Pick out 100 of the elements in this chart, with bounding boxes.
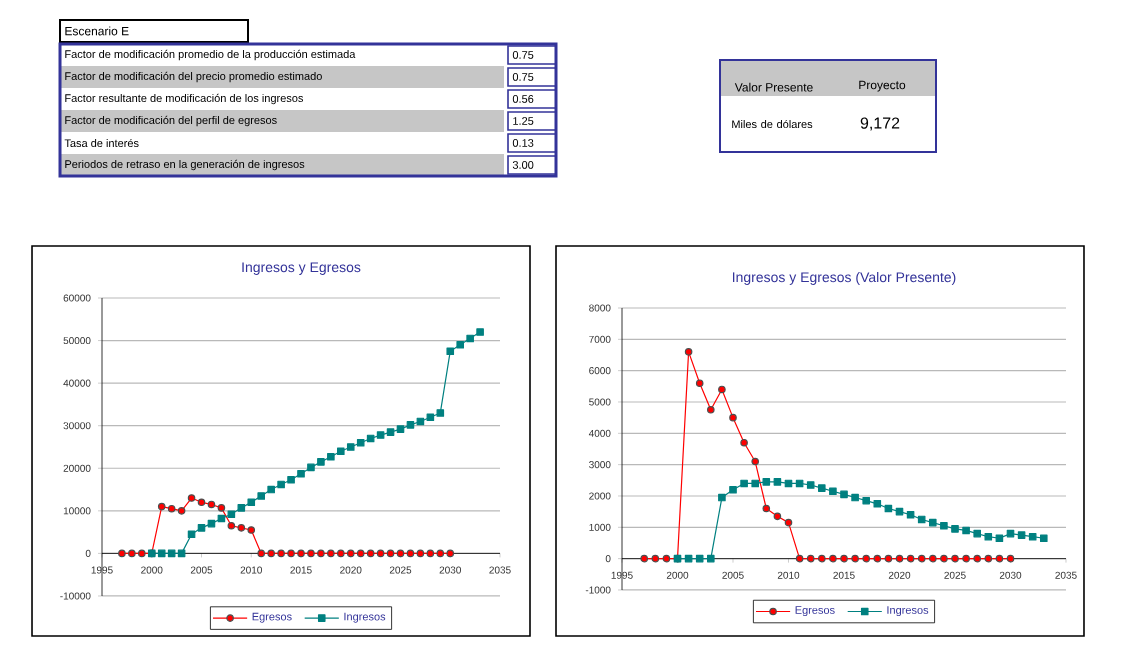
point: [862, 554, 870, 563]
point: [684, 348, 693, 356]
point: [436, 409, 445, 417]
point: [118, 549, 126, 558]
point: [307, 463, 315, 472]
point: [740, 479, 748, 488]
point: [840, 554, 848, 563]
point: [396, 549, 405, 558]
point: [197, 524, 206, 532]
point: [436, 549, 445, 558]
point: [740, 438, 748, 447]
point: [940, 521, 948, 530]
point: [862, 496, 870, 505]
point: [346, 443, 355, 451]
point: [277, 480, 285, 489]
point: [651, 554, 660, 563]
point: [386, 428, 395, 436]
point: [962, 554, 970, 563]
point: [446, 549, 455, 558]
text: 9,172: [860, 117, 900, 131]
point: [884, 554, 893, 563]
point: [1017, 531, 1026, 539]
point: [751, 479, 759, 488]
point: [376, 431, 385, 439]
point: [157, 549, 166, 558]
point: [973, 529, 981, 538]
point: [751, 457, 759, 466]
point: [227, 510, 236, 519]
point: [307, 549, 315, 558]
point: [640, 554, 648, 563]
point: [406, 549, 415, 558]
point: [973, 554, 981, 563]
point: [237, 504, 246, 512]
point: [873, 500, 882, 508]
point: [718, 493, 726, 502]
point: [951, 554, 959, 563]
point: [762, 504, 771, 513]
point: [873, 554, 882, 563]
point: [267, 549, 275, 558]
point: [466, 334, 474, 343]
point: [217, 504, 226, 512]
point: [128, 549, 136, 558]
point: [346, 549, 355, 558]
point: [995, 534, 1004, 543]
point: [356, 549, 365, 558]
point: [297, 470, 305, 478]
point: [426, 413, 435, 421]
point: [906, 554, 915, 563]
point: [895, 554, 904, 563]
point: [773, 478, 782, 486]
point: [806, 554, 815, 563]
point: [167, 549, 176, 558]
point: [376, 549, 385, 558]
point: [327, 452, 335, 461]
point: [366, 434, 375, 443]
point: [917, 515, 926, 524]
point: [267, 485, 275, 494]
point: [940, 554, 948, 563]
point: [917, 554, 926, 563]
point: [227, 521, 236, 530]
point: [317, 549, 325, 558]
point: [729, 485, 737, 494]
point: [257, 492, 266, 500]
point: [762, 478, 771, 486]
point: [695, 554, 704, 563]
point: [247, 526, 256, 534]
point: [773, 512, 782, 521]
point: [851, 493, 859, 502]
point: [197, 498, 206, 507]
point: [695, 379, 704, 387]
point: [177, 507, 186, 515]
point: [476, 328, 484, 336]
point: [138, 549, 146, 558]
point: [795, 554, 804, 563]
point: [287, 475, 295, 484]
point: [356, 438, 365, 447]
point: [829, 554, 837, 563]
point: [396, 425, 405, 433]
point: [317, 458, 325, 466]
point: [257, 549, 266, 558]
point: [167, 504, 176, 513]
point: [247, 498, 256, 507]
point: [951, 525, 959, 533]
point: [995, 554, 1004, 563]
point: [157, 502, 166, 511]
point: [386, 549, 395, 558]
point: [707, 554, 715, 563]
point: [818, 554, 826, 563]
point: [851, 554, 859, 563]
point: [187, 530, 196, 539]
point: [456, 341, 464, 349]
point: [1039, 534, 1048, 543]
point: [818, 484, 826, 492]
point: [426, 549, 435, 558]
point: [1028, 532, 1037, 541]
point: [446, 347, 455, 356]
point: [337, 549, 345, 558]
point: [906, 510, 915, 519]
point: [840, 490, 848, 499]
point: [829, 487, 837, 496]
